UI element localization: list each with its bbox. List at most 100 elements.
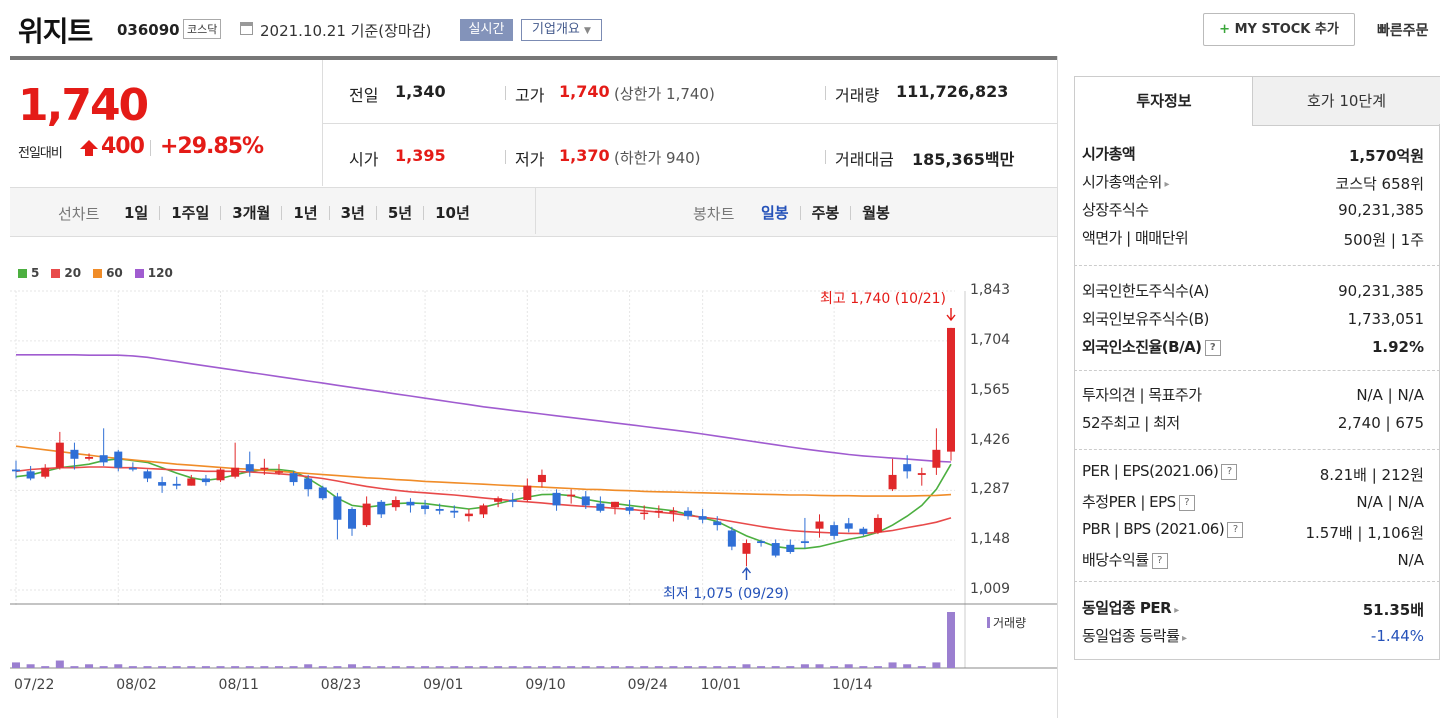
x-tick-label: 08/02 bbox=[116, 677, 157, 693]
tab-5y[interactable]: 5년 bbox=[387, 204, 413, 222]
candle-body bbox=[260, 467, 269, 470]
info-label[interactable]: 동일업종 등락률 ▸ bbox=[1082, 625, 1187, 646]
info-label[interactable]: 시가총액순위 ▸ bbox=[1082, 171, 1170, 192]
change-percent: +29.85% bbox=[160, 134, 264, 159]
max-arrow-icon bbox=[946, 308, 956, 322]
tab-daily[interactable]: 일봉 bbox=[761, 204, 789, 222]
tab-1y[interactable]: 1년 bbox=[293, 204, 318, 222]
volume-bar bbox=[348, 664, 357, 668]
plus-icon: + bbox=[1219, 22, 1231, 37]
y-tick-label: 1,287 bbox=[970, 481, 1011, 498]
info-value: 51.35배 bbox=[1362, 601, 1424, 619]
help-icon[interactable]: ? bbox=[1204, 339, 1221, 356]
divider bbox=[220, 205, 222, 220]
x-tick-label: 10/01 bbox=[700, 677, 741, 693]
candle-body bbox=[289, 473, 298, 483]
candle-body bbox=[552, 492, 561, 506]
low-value: 1,370 bbox=[559, 146, 610, 165]
line-chart-label: 선차트 bbox=[58, 205, 100, 223]
volume-bar bbox=[289, 666, 298, 668]
x-tick-label: 08/11 bbox=[218, 677, 259, 693]
candle-body bbox=[567, 494, 576, 497]
candle-body bbox=[128, 467, 137, 470]
trade-value-unit: 백만 bbox=[984, 150, 1015, 169]
tab-1w[interactable]: 1주일 bbox=[171, 204, 210, 222]
volume-bar bbox=[947, 612, 955, 668]
volume-bar bbox=[70, 666, 79, 668]
candle-body bbox=[479, 505, 488, 515]
info-value: 8.21배 | 212원 bbox=[1319, 466, 1424, 484]
min-annotation: 최저 1,075 (09/29) bbox=[663, 586, 790, 602]
candle-body bbox=[800, 541, 809, 544]
divider bbox=[1074, 449, 1440, 451]
help-icon[interactable]: ? bbox=[1151, 552, 1168, 569]
volume-label: 거래량 bbox=[835, 86, 880, 105]
divider bbox=[375, 205, 377, 220]
realtime-button[interactable]: 실시간 bbox=[460, 19, 513, 41]
volume-bar bbox=[406, 666, 415, 668]
candle-body bbox=[786, 544, 795, 552]
candle-body bbox=[684, 510, 693, 517]
volume-bar bbox=[41, 666, 50, 668]
info-label: 액면가 | 매매단위 bbox=[1082, 227, 1189, 248]
candle-body bbox=[494, 498, 503, 502]
calendar-icon bbox=[240, 22, 253, 35]
divider bbox=[505, 86, 506, 100]
quick-order-link[interactable]: 빠른주문 bbox=[1377, 23, 1429, 39]
candle-body bbox=[903, 464, 912, 472]
candle-body bbox=[231, 467, 240, 477]
divider bbox=[10, 56, 1058, 60]
candle-body bbox=[187, 478, 196, 486]
legend-swatch-ma20 bbox=[51, 268, 61, 278]
candle-body bbox=[26, 471, 35, 479]
add-mystock-button[interactable]: + MY STOCK 추가 bbox=[1203, 13, 1355, 46]
info-label: 외국인소진율(B/A)? bbox=[1082, 336, 1221, 357]
volume-bar bbox=[128, 666, 137, 668]
tab-3m[interactable]: 3개월 bbox=[232, 204, 271, 222]
info-value: N/A | N/A bbox=[1356, 493, 1424, 511]
min-arrow-icon bbox=[741, 566, 752, 580]
help-icon[interactable]: ? bbox=[1178, 494, 1195, 511]
candle-body bbox=[859, 528, 868, 535]
volume-bar bbox=[786, 666, 795, 668]
volume-bar bbox=[757, 666, 766, 668]
info-label-text: PBR | BPS (2021.06) bbox=[1082, 520, 1225, 538]
volume-bar bbox=[640, 666, 649, 668]
volume-bar bbox=[873, 666, 882, 668]
high-value: 1,740 bbox=[559, 82, 610, 101]
candle-body bbox=[771, 543, 780, 556]
volume-legend-label: 거래량 bbox=[993, 616, 1027, 630]
tab-3y[interactable]: 3년 bbox=[340, 204, 365, 222]
candle-body bbox=[55, 442, 64, 468]
help-icon[interactable]: ? bbox=[1221, 463, 1238, 480]
tab-10y[interactable]: 10년 bbox=[435, 204, 470, 222]
tab-orderbook[interactable]: 호가 10단계 bbox=[1252, 76, 1440, 126]
info-value: 90,231,385 bbox=[1338, 282, 1424, 300]
tab-monthly[interactable]: 월봉 bbox=[862, 204, 890, 222]
x-tick-label: 09/10 bbox=[525, 677, 566, 693]
y-tick-label: 1,843 bbox=[970, 282, 1011, 298]
candle-body bbox=[450, 510, 459, 513]
candle-body bbox=[640, 512, 649, 515]
market-badge: 코스닥 bbox=[183, 19, 222, 39]
candle-body bbox=[114, 451, 123, 468]
volume-bar bbox=[567, 666, 576, 668]
corp-overview-dropdown[interactable]: 기업개요 ▼ bbox=[521, 19, 602, 41]
candle-body bbox=[70, 449, 79, 459]
candle-body bbox=[41, 467, 50, 477]
divider bbox=[825, 150, 826, 164]
tab-1d[interactable]: 1일 bbox=[124, 204, 149, 222]
help-icon[interactable]: ? bbox=[1227, 521, 1244, 538]
info-value: -1.44% bbox=[1370, 627, 1424, 645]
volume-bar bbox=[231, 666, 240, 668]
info-label[interactable]: 동일업종 PER ▸ bbox=[1082, 597, 1179, 618]
chevron-right-icon: ▸ bbox=[1161, 179, 1170, 190]
tab-invest-info[interactable]: 투자정보 bbox=[1074, 76, 1254, 125]
volume-bar bbox=[172, 666, 181, 668]
candle-body bbox=[669, 510, 678, 513]
candle-body bbox=[348, 508, 357, 529]
info-value: 1.57배 | 1,106원 bbox=[1305, 524, 1424, 542]
tab-weekly[interactable]: 주봉 bbox=[811, 204, 840, 222]
volume-bar bbox=[537, 666, 546, 668]
y-tick-label: 1,704 bbox=[970, 331, 1011, 348]
